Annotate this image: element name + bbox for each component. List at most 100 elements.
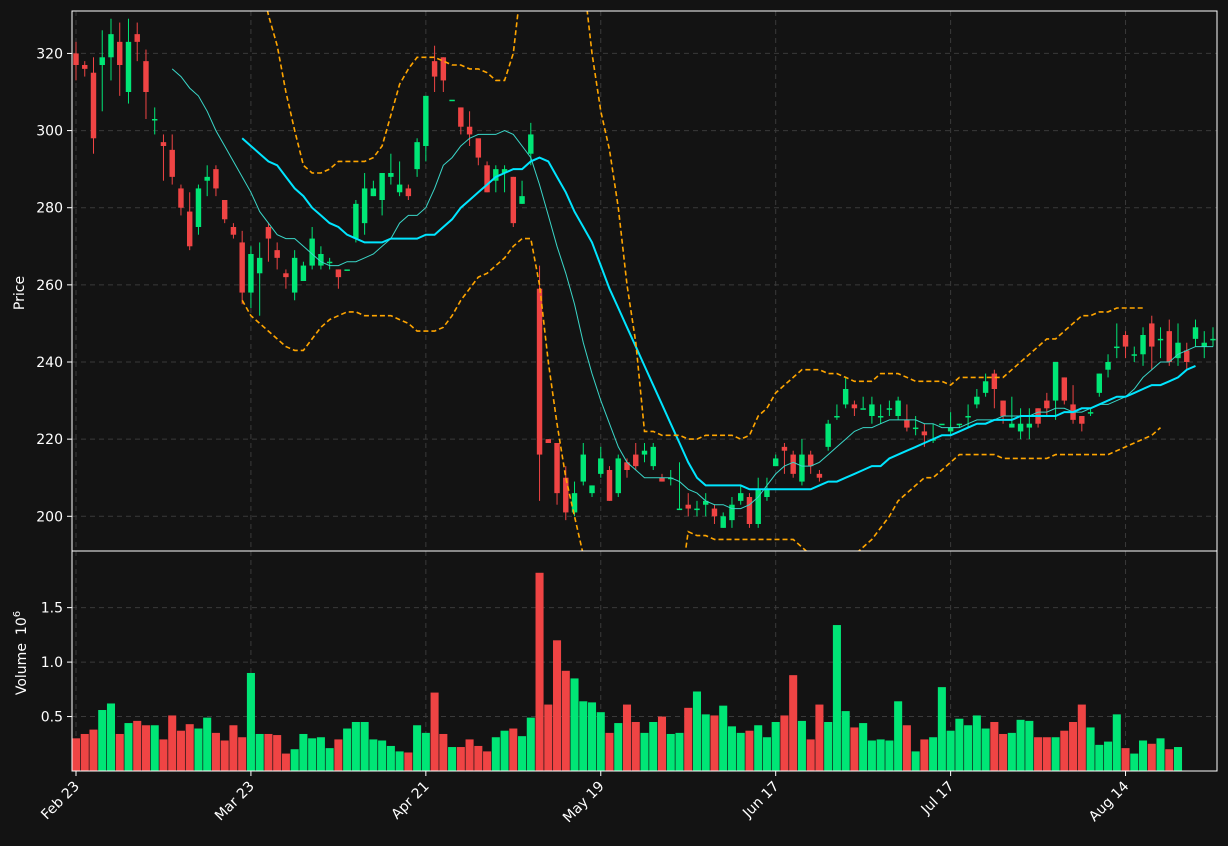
candle-up [703,500,709,505]
candle-down [633,454,639,467]
volume-bar-up [194,728,203,771]
candle-up [939,423,945,426]
price-y-tick-label: 260 [36,278,63,294]
candle-up [152,119,158,121]
candle-down [230,227,237,235]
candle-up [825,423,831,447]
volume-bar-up [124,723,133,771]
volume-bar-down [80,733,89,771]
volume-bar-down [605,732,614,771]
candle-up [676,508,683,511]
candle-up [1009,423,1015,428]
candle-down [554,443,560,494]
volume-bar-down [430,692,439,771]
candle-down [221,200,228,220]
volume-bar-up [727,726,736,771]
candle-down [117,41,123,65]
candle-up [965,416,971,418]
candle-up [1096,373,1103,393]
volume-axis-label-text: Volume [14,643,30,695]
volume-bar-down [474,745,483,771]
candle-up [1210,338,1216,341]
price-y-tick-label: 240 [36,355,63,371]
candle-down [82,65,88,69]
candle-up [370,188,377,197]
volume-bar-up [378,740,387,771]
volume-bar-down [902,725,911,771]
ma-fast-line [171,68,1213,510]
candle-down [458,107,464,127]
candle-up [720,516,726,528]
volume-bar-up [859,723,868,771]
price-axis-label: Price [12,276,28,310]
volume-bar-up [290,749,299,771]
volume-bar-down [1165,749,1174,771]
candle-up [309,238,315,266]
volume-bar-up [1025,720,1034,771]
volume-bar-down [1121,748,1130,771]
volume-bar-down [806,739,815,771]
candle-down [851,404,858,409]
volume-bar-down [220,740,229,771]
volume-bar-down [141,725,150,771]
candle-down [134,34,140,42]
volume-y-tick-label: 1.0 [41,655,63,671]
price-y-tick-label: 300 [36,124,63,140]
candle-down [816,473,823,478]
volume-bar-up [876,739,885,771]
candle-down [265,227,272,239]
candle-up [449,99,455,102]
candle-down [1166,331,1172,362]
volume-bar-up [343,728,352,771]
candle-up [982,381,989,393]
volume-bar-down [1034,737,1043,771]
volume-bar-up [824,721,833,771]
volume-bar-up [1156,738,1165,771]
candle-up [755,489,761,524]
candle-down [484,165,490,193]
candle-up [204,176,210,181]
volume-bar-down [238,737,247,771]
candle-down [73,53,79,65]
candle-down [1079,416,1085,424]
volume-axis-multiplier-exponent: 6 [12,611,23,617]
candle-up [615,458,621,494]
candle-down [781,446,788,451]
candle-down [1044,400,1050,409]
volume-bar-down [264,733,273,771]
candle-up [956,423,963,426]
volume-bar-up [325,748,334,771]
volume-plot-area [72,572,1183,771]
candle-up [195,188,202,227]
candle-up [772,458,779,467]
volume-bar-up [649,721,658,771]
volume-bar-up [736,732,745,771]
volume-bar-up [448,747,457,771]
volume-bar-down [1042,737,1051,771]
candle-down [143,61,149,92]
candle-up [379,173,385,200]
volume-bar-up [255,733,264,771]
volume-bar-down [710,715,719,771]
volume-bar-down [920,739,929,771]
volume-bar-up [316,737,325,771]
volume-bar-up [981,728,990,771]
volume-bar-down [456,747,465,771]
volume-bar-up [299,733,308,771]
volume-bar-down [159,739,168,771]
candle-down [169,149,175,177]
candle-up [641,450,648,455]
volume-bar-down [1069,721,1078,771]
candle-down [746,497,753,524]
candle-down [790,454,796,474]
candle-down [711,508,718,517]
volume-bar-up [719,705,728,771]
candle-up [125,41,132,92]
candle-down [624,462,630,470]
volume-bar-up [351,721,360,771]
volume-bar-up [570,678,579,771]
volume-bar-up [98,710,107,771]
volume-bar-up [106,703,116,771]
volume-bar-up [867,740,876,771]
